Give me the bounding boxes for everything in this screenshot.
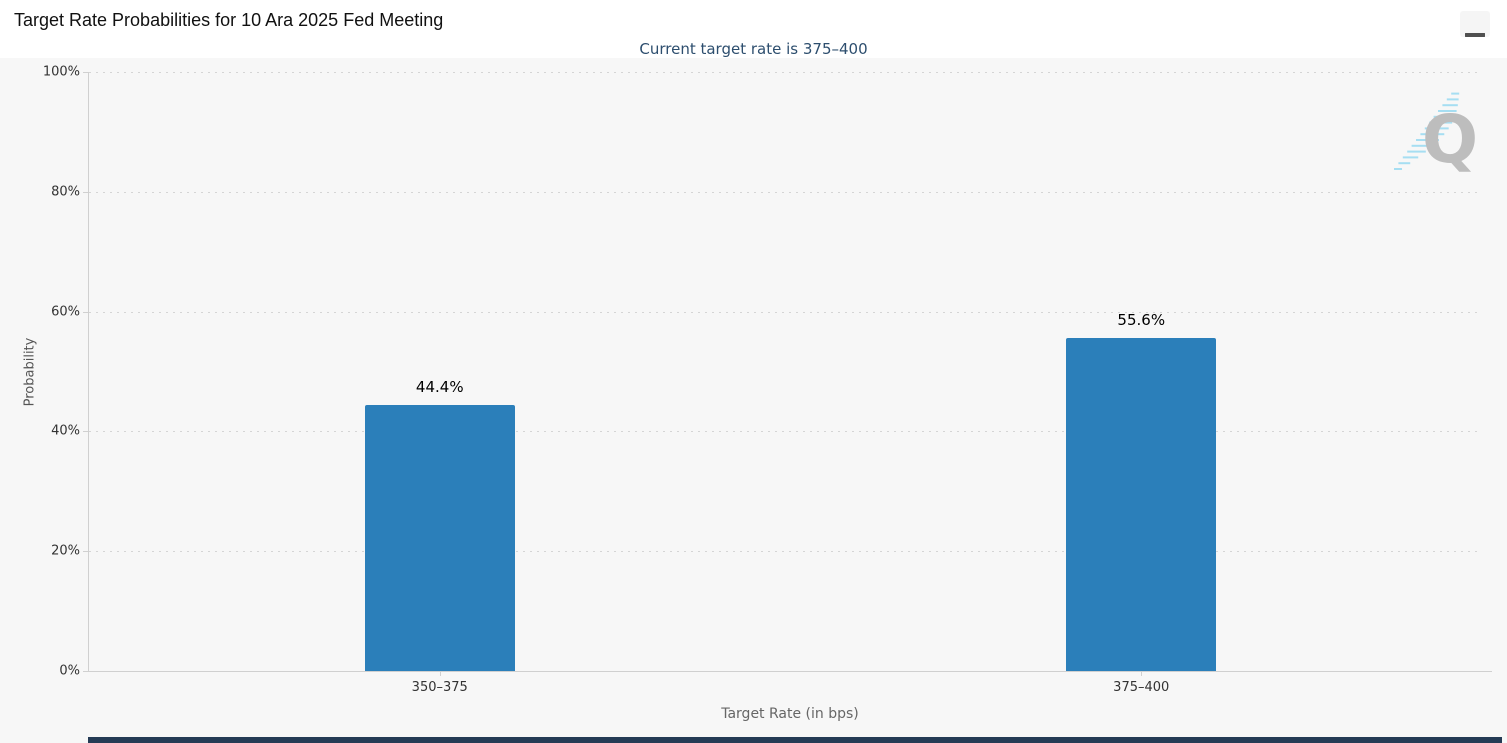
x-axis-tick [439,671,441,676]
x-axis-tick [1141,671,1143,676]
q-logo-watermark: Q [1394,92,1478,178]
context-menu-button[interactable] [1460,11,1490,37]
gridline [89,311,1480,313]
category-cell: 44.4% 350–375 [89,72,791,695]
gridline [89,431,1480,433]
gridline [89,191,1480,193]
bar[interactable] [364,405,515,671]
y-axis-tick [83,191,89,193]
category-cell: 55.6% 375–400 [791,72,1493,695]
y-tick-label: 80% [51,184,80,200]
y-tick-label: 20% [51,543,80,559]
q-letter: Q [1422,101,1478,178]
data-label: 44.4% [415,378,464,397]
y-tick-label: 0% [59,663,80,679]
x-axis-title: Target Rate (in bps) [721,706,859,722]
page-title: Target Rate Probabilities for 10 Ara 202… [14,10,444,30]
chart-subtitle: Current target rate is 375–400 [639,40,868,58]
bar[interactable] [1066,337,1217,671]
y-axis-tick [83,72,89,73]
y-axis-tick [83,431,89,433]
y-tick-label: 100% [42,64,80,80]
gridline [89,551,1480,553]
categories-layer: 44.4% 350–375 55.6% 375–400 [89,72,1493,695]
data-label: 55.6% [1117,310,1166,329]
y-axis-tick [83,551,89,553]
y-axis-tick [83,671,89,672]
x-tick-label: 375–400 [1113,680,1170,695]
chart-header-band [0,0,1507,58]
plot-area: 0% 20% 40% 60% 80% 100% 44.4% 350–375 55.6% 375–… [43,65,1493,695]
bottom-panel-strip [88,737,1502,743]
x-tick-label: 350–375 [411,680,468,695]
y-axis-title: Probability [22,337,38,407]
y-tick-label: 60% [51,304,80,320]
y-tick-label: 40% [51,423,80,439]
gridline [89,72,1480,73]
y-axis-tick [83,311,89,313]
